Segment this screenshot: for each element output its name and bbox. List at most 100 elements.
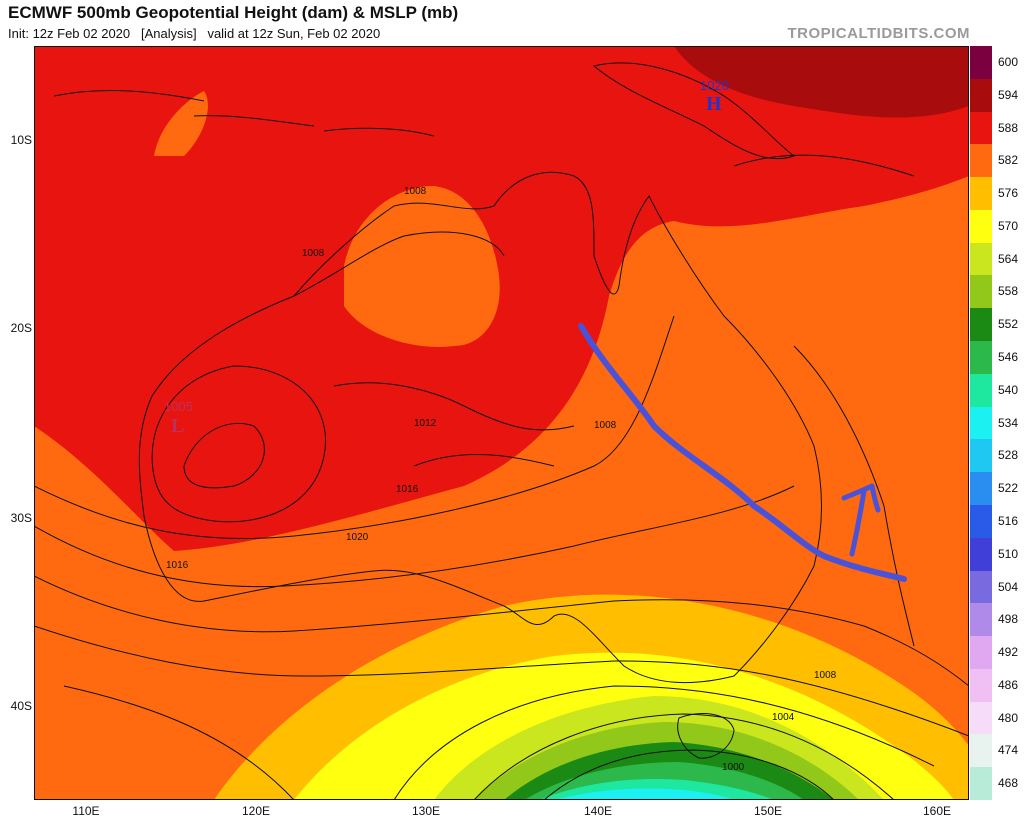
- colorbar-level: 564: [970, 242, 1024, 276]
- colorbar-level: 522: [970, 472, 1024, 505]
- colorbar-label: 600: [997, 55, 1019, 69]
- colorbar-label: 468: [997, 776, 1019, 791]
- height-colorbar: 600 594 588 582 576 570 564 558 552 546 540 534 528 5…: [970, 46, 1024, 800]
- colorbar-swatch: [970, 341, 992, 374]
- colorbar-swatch: [970, 504, 992, 538]
- isobar-label: 1008: [302, 248, 325, 259]
- colorbar-label: 564: [997, 251, 1019, 266]
- new-guinea-coastline: [592, 62, 796, 160]
- indonesia-coastline: [53, 90, 435, 137]
- colorbar-swatch: [970, 537, 992, 571]
- isobar-label: 1008: [594, 420, 617, 431]
- tasmania-coastline: [677, 713, 735, 759]
- colorbar-label: 546: [997, 350, 1019, 365]
- lon-label-150e: 150E: [753, 804, 783, 818]
- low-pressure-value: 1005: [164, 399, 193, 414]
- colorbar-label: 492: [997, 645, 1019, 660]
- lat-label-30s: 30S: [10, 511, 32, 525]
- isobar-label: 1008: [814, 670, 837, 681]
- colorbar-label: 510: [997, 546, 1019, 561]
- colorbar-swatch: [970, 570, 992, 604]
- colorbar-level: 480: [970, 701, 1024, 735]
- colorbar-swatch: [970, 46, 992, 79]
- height-582-north-pocket: [344, 186, 500, 347]
- high-pressure-letter: H: [706, 93, 722, 115]
- colorbar-swatch: [970, 242, 992, 276]
- colorbar-level: 540: [970, 373, 1024, 407]
- lat-label-10s: 10S: [10, 133, 32, 147]
- colorbar-label: 594: [997, 87, 1019, 102]
- colorbar-label: 534: [997, 415, 1019, 430]
- colorbar-swatch: [970, 308, 992, 342]
- colorbar-swatch: [970, 734, 992, 768]
- colorbar-label: 540: [997, 382, 1019, 397]
- isobar-label: 1008: [404, 186, 427, 197]
- lon-label-140e: 140E: [583, 804, 613, 818]
- colorbar-level: 546: [970, 341, 1024, 374]
- low-pressure-letter: L: [171, 415, 184, 437]
- colorbar-label: 558: [997, 284, 1019, 299]
- colorbar-level: 498: [970, 603, 1024, 637]
- colorbar-swatch: [970, 406, 992, 440]
- colorbar-level: 528: [970, 439, 1024, 473]
- colorbar-label: 498: [997, 612, 1019, 627]
- colorbar-level: 588: [970, 111, 1024, 145]
- colorbar-label: 552: [997, 317, 1019, 332]
- isobar-label: 1012: [414, 418, 437, 429]
- colorbar-level: 510: [970, 537, 1024, 571]
- colorbar-label: 474: [997, 743, 1019, 758]
- isobar-label: 1016: [166, 560, 189, 571]
- colorbar-level: 582: [970, 144, 1024, 178]
- map-border: [34, 46, 969, 800]
- init-valid-time: Init: 12z Feb 02 2020 [Analysis] valid a…: [8, 26, 381, 41]
- annotation-trough-line: [578, 323, 907, 582]
- annotation-arrow: [841, 483, 881, 557]
- lat-label-40s: 40S: [10, 699, 32, 713]
- colorbar-swatch: [970, 78, 992, 112]
- colorbar-level: 492: [970, 636, 1024, 669]
- colorbar-level: 552: [970, 308, 1024, 342]
- colorbar-level: 516: [970, 504, 1024, 538]
- colorbar-label: 528: [997, 448, 1019, 463]
- australia-coastline: [138, 171, 822, 683]
- colorbar-label: 516: [997, 513, 1019, 528]
- colorbar-label: 522: [997, 481, 1019, 496]
- colorbar-label: 582: [997, 153, 1019, 168]
- colorbar-swatch: [970, 636, 992, 669]
- chart-title: ECMWF 500mb Geopotential Height (dam) & …: [8, 3, 459, 22]
- colorbar-swatch: [970, 177, 992, 210]
- colorbar-level: 600: [970, 46, 1024, 79]
- colorbar-level: 558: [970, 275, 1024, 309]
- colorbar-label: 588: [997, 120, 1019, 135]
- height-582-top-blob: [154, 91, 208, 156]
- map-canvas: 1005 L 1020 H 1008 1008 1012 1008 1016 1…: [34, 46, 969, 800]
- colorbar-swatch: [970, 767, 992, 800]
- colorbar-level: 576: [970, 177, 1024, 210]
- height-534-region: [554, 788, 734, 800]
- colorbar-swatch: [970, 373, 992, 407]
- colorbar-level: 594: [970, 78, 1024, 112]
- height-594-region: [674, 46, 969, 118]
- isobar-label: 1000: [722, 762, 745, 773]
- lon-label-160e: 160E: [922, 804, 952, 818]
- colorbar-level: 486: [970, 668, 1024, 702]
- colorbar-swatch: [970, 668, 992, 702]
- colorbar-swatch: [970, 111, 992, 145]
- colorbar-swatch: [970, 603, 992, 637]
- isobar-label: 1016: [396, 484, 419, 495]
- colorbar-swatch: [970, 472, 992, 505]
- colorbar-swatch: [970, 144, 992, 178]
- lon-label-130e: 130E: [411, 804, 441, 818]
- colorbar-label: 480: [997, 710, 1019, 725]
- colorbar-swatch: [970, 701, 992, 735]
- weather-map: 1005 L 1020 H 1008 1008 1012 1008 1016 1…: [34, 46, 969, 800]
- colorbar-label: 576: [997, 186, 1019, 201]
- colorbar-label: 486: [997, 677, 1019, 692]
- colorbar-level: 534: [970, 406, 1024, 440]
- isobar-label: 1004: [772, 712, 795, 723]
- lon-label-120e: 120E: [241, 804, 271, 818]
- colorbar-level: 504: [970, 570, 1024, 604]
- colorbar-label: 504: [997, 579, 1019, 594]
- colorbar-level: 468: [970, 767, 1024, 800]
- colorbar-label: 570: [997, 218, 1019, 233]
